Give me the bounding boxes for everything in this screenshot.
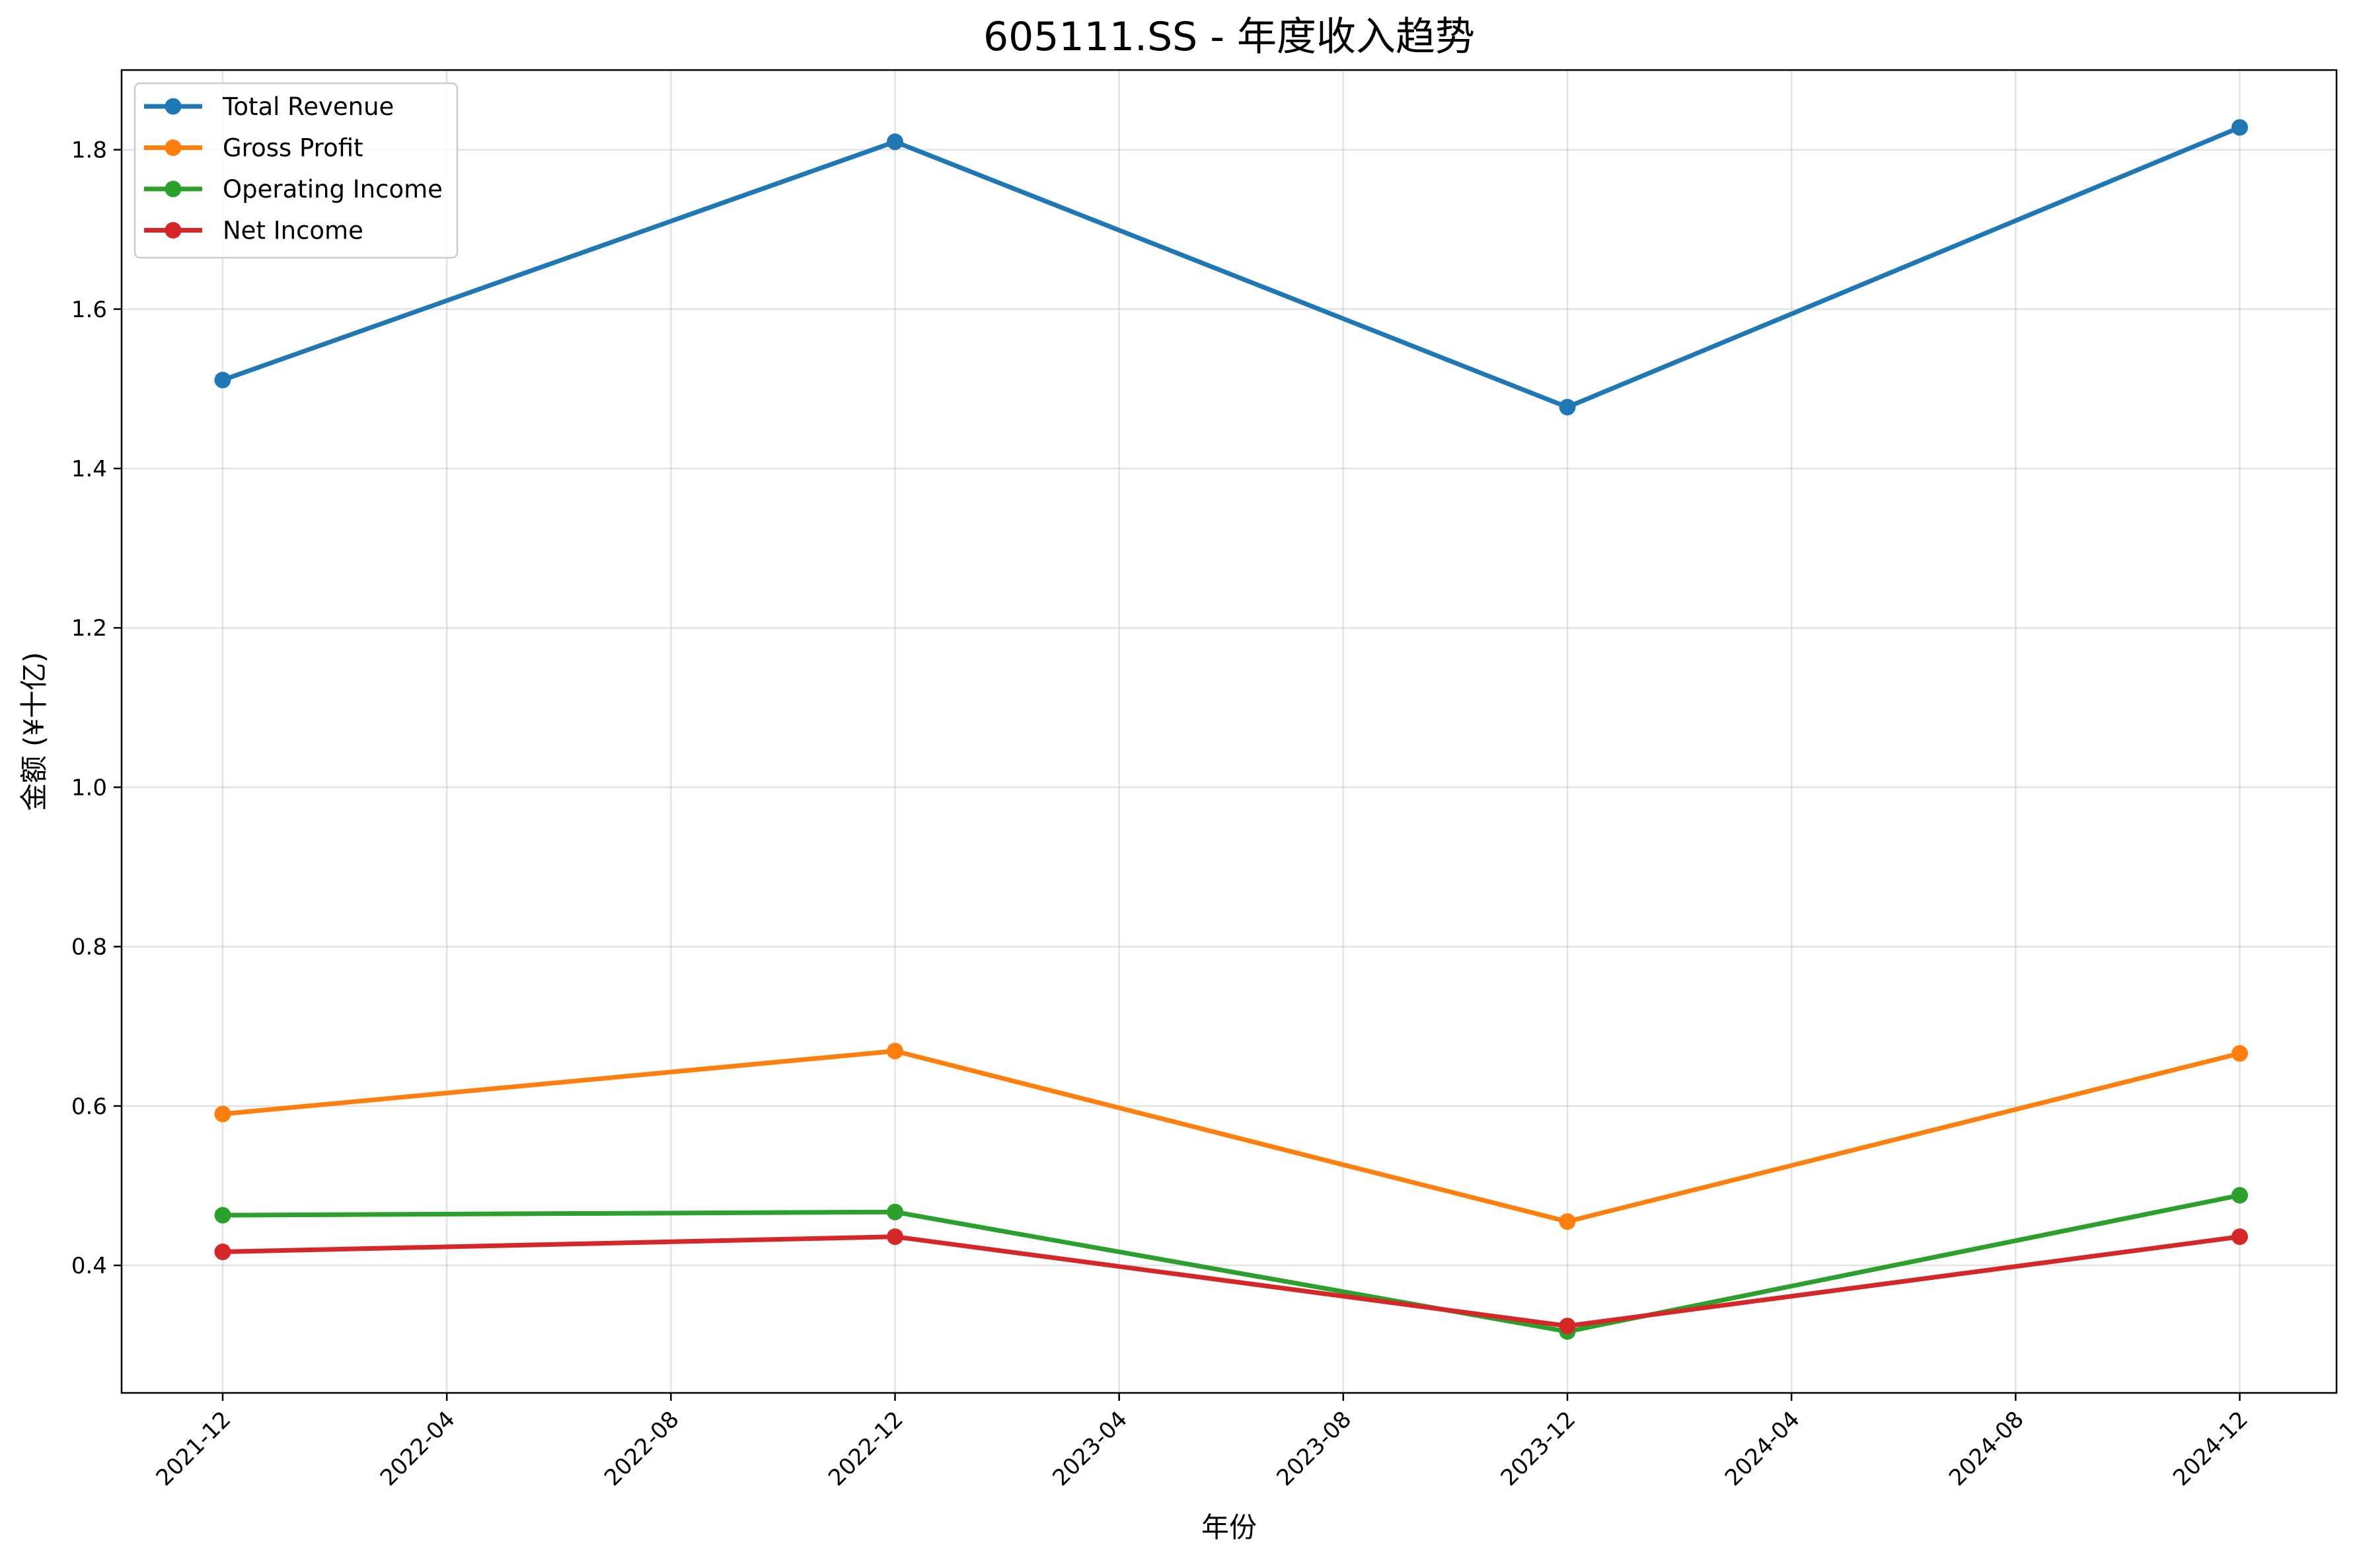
data-point (214, 371, 231, 389)
legend-swatch-marker (165, 180, 182, 198)
data-point (2231, 1187, 2248, 1204)
series-line (220, 1234, 2242, 1329)
y-tick-label: 1.6 (71, 297, 107, 323)
legend-label: Operating Income (223, 175, 443, 204)
x-tick-label: 2023-12 (1496, 1406, 1581, 1491)
y-tick-label: 0.4 (71, 1253, 107, 1279)
series-total-revenue (214, 119, 2248, 416)
y-tick-label: 0.6 (71, 1094, 107, 1120)
series-operating-income (214, 1187, 2248, 1340)
data-point (887, 133, 903, 151)
series-net-income (214, 1228, 2248, 1335)
x-tick-label: 2022-08 (599, 1406, 685, 1491)
data-point (2231, 1228, 2248, 1246)
legend-swatch-marker (165, 139, 182, 156)
y-tick-label: 1.8 (71, 137, 107, 164)
plot-frame (120, 69, 2338, 1394)
x-tick-label: 2024-12 (2168, 1406, 2253, 1491)
y-tick-label: 1.0 (71, 774, 107, 801)
series-gross-profit (214, 1043, 2248, 1230)
y-tick-label: 1.4 (71, 456, 107, 482)
legend-entry: Net Income (144, 217, 363, 245)
legend-label: Net Income (223, 217, 363, 245)
x-tick-label: 2021-12 (151, 1406, 237, 1491)
x-tick-label: 2023-04 (1047, 1406, 1133, 1491)
y-tick-label: 1.2 (71, 615, 107, 642)
legend-label: Gross Profit (223, 134, 363, 163)
x-axis-title: 年份 (1201, 1511, 1257, 1544)
legend-entry: Total Revenue (144, 93, 394, 121)
data-point (2231, 119, 2248, 136)
y-axis-ticks: 0.4 0.6 0.8 1.0 1.2 1.4 1.6 1.8 (71, 137, 122, 1279)
x-tick-label: 2022-04 (375, 1406, 461, 1491)
series-layer (214, 119, 2248, 1340)
data-point (887, 1043, 903, 1060)
legend: Total Revenue Gross Profit Operating Incom… (133, 82, 459, 259)
y-axis-title: 金额 (¥十亿) (18, 652, 50, 811)
chart-title: 605111.SS - 年度收入趋势 (983, 14, 1475, 60)
x-tick-label: 2023-08 (1271, 1406, 1357, 1491)
y-tick-label: 0.8 (71, 934, 107, 961)
legend-swatch-marker (165, 222, 182, 239)
legend-box (133, 82, 459, 259)
x-tick-label: 2024-04 (1720, 1406, 1805, 1491)
legend-entry: Operating Income (144, 175, 443, 204)
x-tick-label: 2024-08 (1944, 1406, 2029, 1491)
data-point (214, 1105, 231, 1123)
series-line (220, 125, 2242, 410)
legend-entry: Gross Profit (144, 134, 363, 163)
legend-swatch-marker (165, 98, 182, 115)
data-point (1559, 1318, 1576, 1335)
data-point (214, 1244, 231, 1261)
series-line (220, 1193, 2242, 1334)
legend-label: Total Revenue (222, 93, 394, 121)
data-point (1559, 398, 1576, 416)
data-point (1559, 1213, 1576, 1230)
data-point (887, 1228, 903, 1246)
data-point (887, 1203, 903, 1220)
x-tick-label: 2022-12 (823, 1406, 909, 1491)
grid (122, 70, 2337, 1393)
x-axis-ticks: 2021-12 2022-04 2022-08 2022-12 2023-04 2023-… (151, 1393, 2253, 1491)
data-point (214, 1207, 231, 1224)
data-point (2231, 1045, 2248, 1062)
series-line (220, 1049, 2242, 1224)
